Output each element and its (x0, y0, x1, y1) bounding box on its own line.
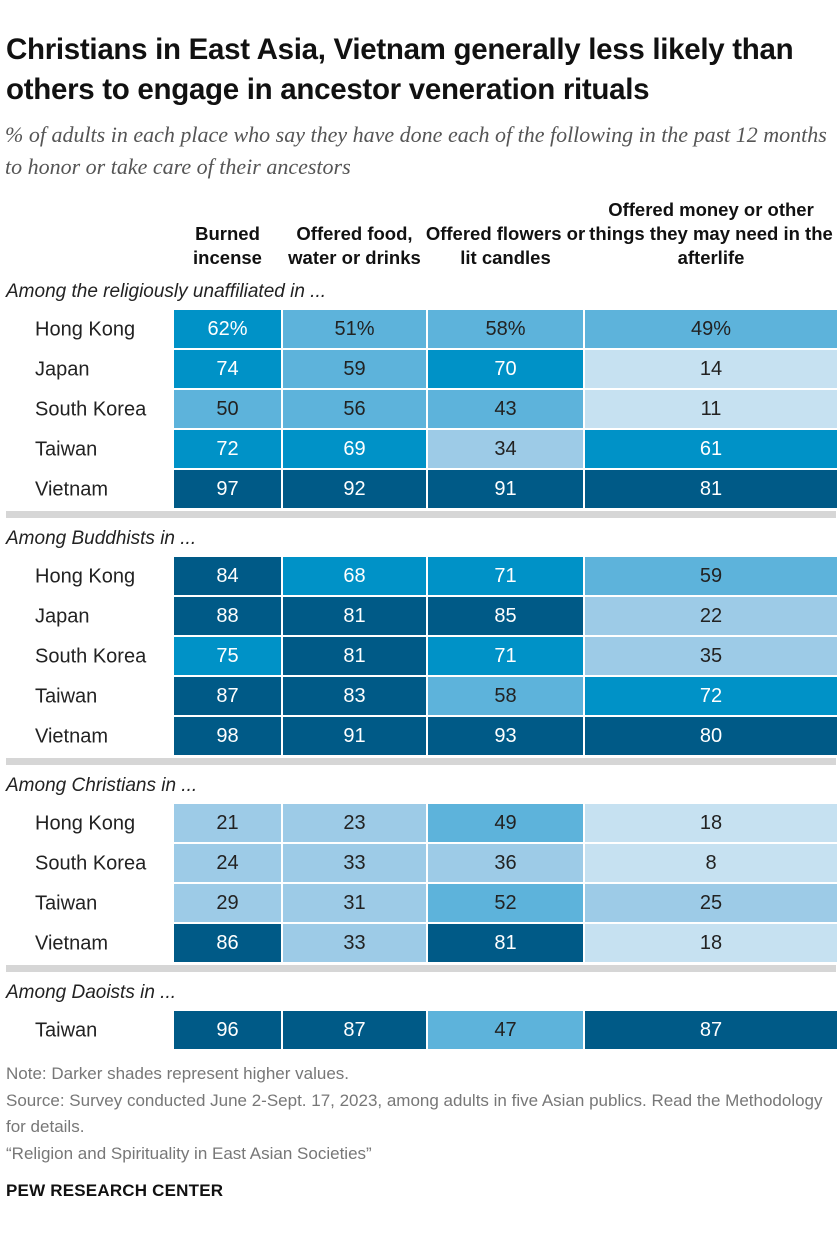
heatmap-cell: 70 (428, 350, 583, 388)
heatmap-cell: 72 (585, 677, 837, 715)
heatmap-cell: 11 (585, 390, 837, 428)
heatmap-cell: 85 (428, 597, 583, 635)
heatmap-cell: 62% (174, 310, 281, 348)
heatmap-cell: 34 (428, 430, 583, 468)
heatmap-cell: 33 (283, 924, 426, 962)
heatmap-cell: 93 (428, 717, 583, 755)
source-text: Source: Survey conducted June 2-Sept. 17… (6, 1091, 823, 1136)
column-header: Burned incense (193, 223, 262, 268)
heatmap-cell: 97 (174, 470, 281, 508)
heatmap-cell: 68 (283, 557, 426, 595)
heatmap-cell: 18 (585, 804, 837, 842)
heatmap-cell: 49% (585, 310, 837, 348)
heatmap-cell: 24 (174, 844, 281, 882)
heatmap-cell: 91 (283, 717, 426, 755)
heatmap-cell: 36 (428, 844, 583, 882)
row-label-south-korea: South Korea (35, 398, 147, 421)
heatmap-cell: 43 (428, 390, 583, 428)
group-label: Among Christians in ... (6, 775, 198, 796)
heatmap-cell: 83 (283, 677, 426, 715)
heatmap-cell: 33 (283, 844, 426, 882)
heatmap-cell: 74 (174, 350, 281, 388)
heatmap-cell: 81 (428, 924, 583, 962)
heatmap-cell: 35 (585, 637, 837, 675)
heatmap-cell: 49 (428, 804, 583, 842)
heatmap-cell: 75 (174, 637, 281, 675)
heatmap-cell: 81 (283, 597, 426, 635)
heatmap-cell: 50 (174, 390, 281, 428)
heatmap-cell: 86 (174, 924, 281, 962)
heatmap-cell: 72 (174, 430, 281, 468)
heatmap-cell: 18 (585, 924, 837, 962)
group-separator (6, 511, 836, 518)
heatmap-cell: 21 (174, 804, 281, 842)
row-label-taiwan: Taiwan (35, 892, 98, 915)
heatmap-cell: 61 (585, 430, 837, 468)
heatmap-cell: 96 (174, 1011, 281, 1049)
chart-subtitle: % of adults in each place who say they h… (5, 122, 827, 179)
heatmap-cell: 81 (283, 637, 426, 675)
pew-logo: PEW RESEARCH CENTER (6, 1181, 224, 1200)
group-label: Among the religiously unaffiliated in ..… (6, 281, 327, 302)
heatmap-cell: 59 (283, 350, 426, 388)
column-header: Offered money or other things they may n… (589, 199, 833, 268)
row-label-vietnam: Vietnam (35, 932, 109, 955)
row-label-taiwan: Taiwan (35, 1019, 98, 1042)
heatmap-cell: 69 (283, 430, 426, 468)
heatmap-cell: 51% (283, 310, 426, 348)
row-label-vietnam: Vietnam (35, 478, 109, 501)
row-label-hong-kong: Hong Kong (35, 565, 136, 588)
row-label-south-korea: South Korea (35, 645, 147, 668)
heatmap-cell: 88 (174, 597, 281, 635)
row-label-hong-kong: Hong Kong (35, 318, 136, 341)
group-label: Among Buddhists in ... (6, 528, 197, 549)
heatmap-cell: 91 (428, 470, 583, 508)
heatmap-cell: 71 (428, 557, 583, 595)
heatmap-cell: 25 (585, 884, 837, 922)
group-separator (6, 758, 836, 765)
heatmap-cell: 87 (283, 1011, 426, 1049)
report-title: “Religion and Spirituality in East Asian… (6, 1144, 372, 1163)
heatmap-cell: 14 (585, 350, 837, 388)
row-label-south-korea: South Korea (35, 852, 147, 875)
heatmap-cell: 87 (174, 677, 281, 715)
heatmap-cell: 92 (283, 470, 426, 508)
group-label: Among Daoists in ... (6, 982, 177, 1003)
heatmap-cell: 29 (174, 884, 281, 922)
heatmap-cell: 98 (174, 717, 281, 755)
note-text: Note: Darker shades represent higher val… (6, 1064, 350, 1083)
column-header: Offered food, water or drinks (288, 223, 421, 268)
heatmap-cell: 56 (283, 390, 426, 428)
row-label-japan: Japan (35, 358, 90, 381)
chart-title: Christians in East Asia, Vietnam general… (6, 33, 794, 106)
heatmap-cell: 87 (585, 1011, 837, 1049)
row-label-taiwan: Taiwan (35, 685, 98, 708)
heatmap-cell: 58% (428, 310, 583, 348)
group-separator (6, 965, 836, 972)
heatmap-cell: 23 (283, 804, 426, 842)
heatmap-cell: 31 (283, 884, 426, 922)
heatmap-cell: 52 (428, 884, 583, 922)
heatmap-cell: 22 (585, 597, 837, 635)
heatmap-cell: 8 (585, 844, 837, 882)
heatmap-cell: 81 (585, 470, 837, 508)
column-header: Offered flowers or lit candles (425, 223, 586, 268)
heatmap-cell: 84 (174, 557, 281, 595)
row-label-hong-kong: Hong Kong (35, 812, 136, 835)
heatmap-cell: 59 (585, 557, 837, 595)
row-label-vietnam: Vietnam (35, 725, 109, 748)
heatmap-cell: 71 (428, 637, 583, 675)
row-label-taiwan: Taiwan (35, 438, 98, 461)
heatmap-cell: 58 (428, 677, 583, 715)
row-label-japan: Japan (35, 605, 90, 628)
heatmap-cell: 80 (585, 717, 837, 755)
heatmap-cell: 47 (428, 1011, 583, 1049)
